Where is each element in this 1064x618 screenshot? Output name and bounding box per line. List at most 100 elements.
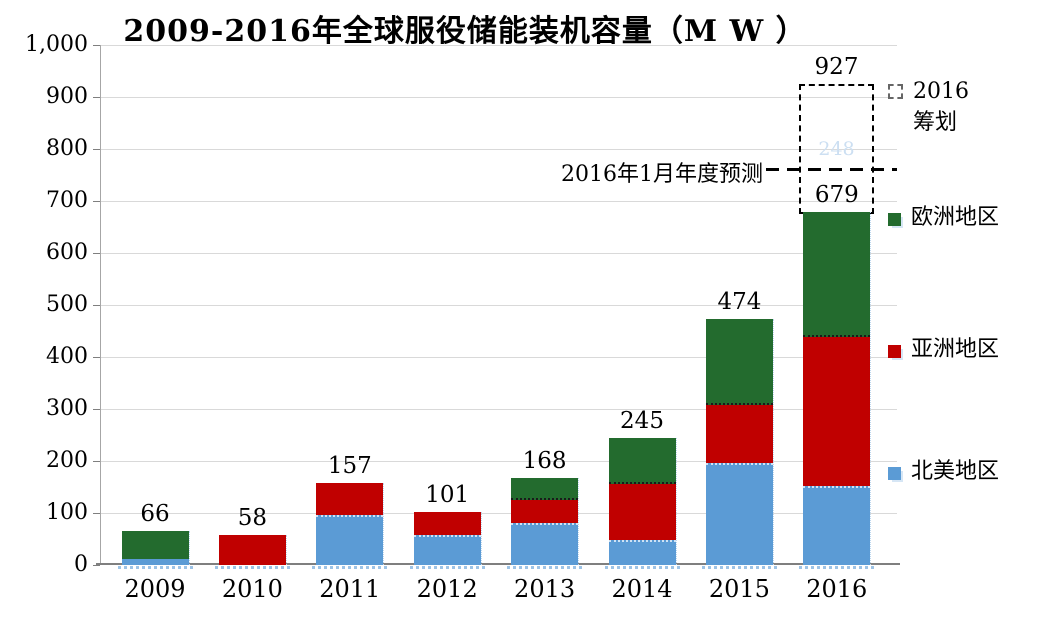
- bar-segment-欧洲地区: [511, 477, 579, 500]
- bar-2014: [608, 437, 677, 565]
- bar-baseline-dots: [701, 566, 777, 569]
- bar-baseline-dots: [507, 566, 583, 569]
- planned-dashed-swatch-icon: [888, 84, 903, 99]
- x-axis-label-2013: 2013: [514, 575, 576, 603]
- y-axis-tick-label: 900: [46, 84, 88, 109]
- y-axis-tick-label: 100: [46, 500, 88, 525]
- y-axis-tick-label: 700: [46, 188, 88, 213]
- chart-title: 2009-2016年全球服役储能装机容量（M W ）: [123, 14, 807, 49]
- x-axis-label-2014: 2014: [611, 575, 673, 603]
- bar-total-label: 168: [522, 447, 567, 474]
- x-axis-label-2016: 2016: [806, 575, 868, 603]
- europe-green-swatch-icon: [888, 212, 901, 226]
- legend-label-asia: 亚洲地区: [911, 337, 1000, 362]
- y-axis-tick-label: 800: [46, 136, 88, 161]
- bar-total-label: 245: [620, 407, 664, 434]
- gridline: [100, 97, 897, 98]
- north-america-blue-swatch-icon: [888, 466, 901, 480]
- y-axis-tick-mark: [93, 149, 100, 150]
- gridline: [100, 357, 897, 358]
- bar-2013: [511, 477, 580, 565]
- bar-total-label: 474: [717, 288, 762, 315]
- bar-segment-欧洲地区: [121, 530, 189, 560]
- gridline: [100, 461, 897, 462]
- y-axis-tick-label: 500: [46, 292, 88, 317]
- y-axis-tick-mark: [93, 305, 100, 306]
- plot-area: [100, 45, 897, 565]
- bar-baseline-dots: [117, 566, 193, 569]
- bar-segment-亚洲地区: [218, 534, 286, 565]
- x-axis-line: [96, 563, 900, 565]
- bar-total-label: 157: [327, 453, 372, 480]
- bar-segment-亚洲地区: [608, 483, 676, 541]
- bar-2011: [316, 483, 385, 565]
- legend-planned-line2: 筹划: [913, 110, 958, 135]
- gridline: [100, 305, 897, 306]
- y-axis-tick-mark: [93, 253, 100, 254]
- legend-item-planned-2016: 2016 筹划: [888, 76, 969, 138]
- bar-total-label: 66: [140, 500, 170, 527]
- planned-faint-label: 248: [818, 138, 855, 160]
- y-axis-line: [100, 45, 101, 565]
- gridline: [100, 253, 897, 254]
- gridline: [100, 201, 897, 202]
- y-axis-tick-mark: [93, 357, 100, 358]
- y-axis-tick-mark: [93, 97, 100, 98]
- bar-segment-亚洲地区: [803, 337, 871, 487]
- y-axis-tick-label: 1,000: [25, 32, 88, 57]
- bar-baseline-dots: [312, 566, 388, 569]
- forecast-annotation-text: 2016年1月年度预测: [561, 162, 763, 187]
- y-axis-tick-mark: [93, 565, 100, 566]
- bar-total-label: 679: [814, 181, 859, 208]
- legend-item-asia: 亚洲地区: [888, 337, 999, 363]
- bar-segment-北美地区: [413, 534, 481, 565]
- bar-segment-欧洲地区: [608, 437, 676, 484]
- y-axis-tick-label: 0: [74, 552, 88, 577]
- y-axis-tick-mark: [93, 513, 100, 514]
- x-axis-label-2011: 2011: [319, 575, 381, 603]
- legend-item-europe: 欧洲地区: [888, 205, 999, 231]
- bar-segment-亚洲地区: [705, 405, 773, 464]
- gridline: [100, 45, 897, 46]
- x-axis-label-2009: 2009: [124, 575, 186, 603]
- bar-segment-北美地区: [803, 486, 871, 565]
- y-axis-tick-label: 300: [46, 396, 88, 421]
- gridline: [100, 513, 897, 514]
- bar-total-label: 58: [237, 504, 268, 531]
- y-axis-tick-label: 200: [46, 448, 88, 473]
- bar-2015: [705, 318, 774, 565]
- bar-segment-北美地区: [608, 540, 676, 565]
- legend-label-planned: 2016 筹划: [913, 76, 969, 138]
- bar-segment-北美地区: [511, 522, 579, 565]
- y-axis-tick-mark: [93, 45, 100, 46]
- planned-total-label: 927: [814, 54, 859, 80]
- forecast-dashed-line: [766, 168, 897, 171]
- legend-item-north-america: 北美地区: [888, 459, 999, 485]
- bar-segment-北美地区: [705, 463, 773, 565]
- legend-label-europe: 欧洲地区: [911, 205, 1000, 230]
- bar-segment-欧洲地区: [803, 211, 871, 338]
- bar-2010: [218, 534, 287, 565]
- y-axis-tick-label: 600: [46, 240, 88, 265]
- legend-planned-line1: 2016: [913, 79, 969, 104]
- legend-label-north-america: 北美地区: [911, 459, 1000, 484]
- y-axis-tick-mark: [93, 201, 100, 202]
- bar-baseline-dots: [214, 566, 290, 569]
- bar-segment-北美地区: [316, 515, 384, 565]
- x-axis-label-2010: 2010: [221, 575, 283, 603]
- bar-segment-欧洲地区: [705, 318, 773, 406]
- gridline: [100, 409, 897, 410]
- y-axis-tick-mark: [93, 461, 100, 462]
- bar-2009: [121, 530, 190, 565]
- bar-segment-亚洲地区: [511, 499, 579, 523]
- bar-baseline-dots: [799, 566, 875, 569]
- bar-baseline-dots: [604, 566, 680, 569]
- bar-2016: [803, 211, 872, 565]
- asia-red-swatch-icon: [888, 344, 901, 358]
- y-axis-tick-mark: [93, 409, 100, 410]
- y-axis-tick-label: 400: [46, 344, 88, 369]
- bar-baseline-dots: [409, 566, 485, 569]
- bar-total-label: 101: [425, 482, 470, 509]
- x-axis-label-2015: 2015: [708, 575, 770, 603]
